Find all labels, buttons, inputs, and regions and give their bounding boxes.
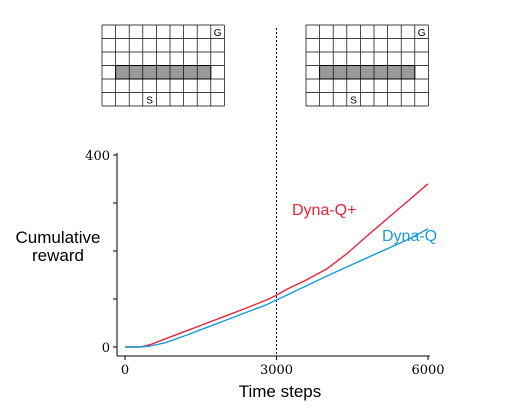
maze-start-label: S [350,95,357,106]
maze-wall [319,65,416,80]
series-label-dyna-q-plus: Dyna-Q+ [292,202,356,219]
series-lines [125,183,429,348]
maze-wall [115,65,212,80]
y-tick-label: 400 [85,149,110,164]
axes: 0 400 0 3000 6000 [85,149,444,378]
series-line-dyna-q [125,228,429,348]
series-line-dyna-q-plus [125,183,429,348]
x-tick-label: 0 [121,363,129,378]
maze-before-change: GS [101,24,225,107]
x-tick-label: 6000 [411,363,444,378]
maze-goal-label: G [418,28,426,39]
x-tick-label: 3000 [260,363,293,378]
maze-start-label: S [146,95,153,106]
cumulative-reward-chart: 0 400 0 3000 6000 Cumulative reward Time ste… [15,28,445,401]
maze-goal-label: G [214,28,222,39]
y-axis-label-line-2: reward [32,246,84,265]
series-label-dyna-q: Dyna-Q [382,228,437,245]
y-tick-label: 0 [102,341,110,356]
y-axis-label-line-1: Cumulative [15,228,100,247]
x-axis-label: Time steps [239,382,322,401]
maze-after-change: GS [305,24,429,107]
